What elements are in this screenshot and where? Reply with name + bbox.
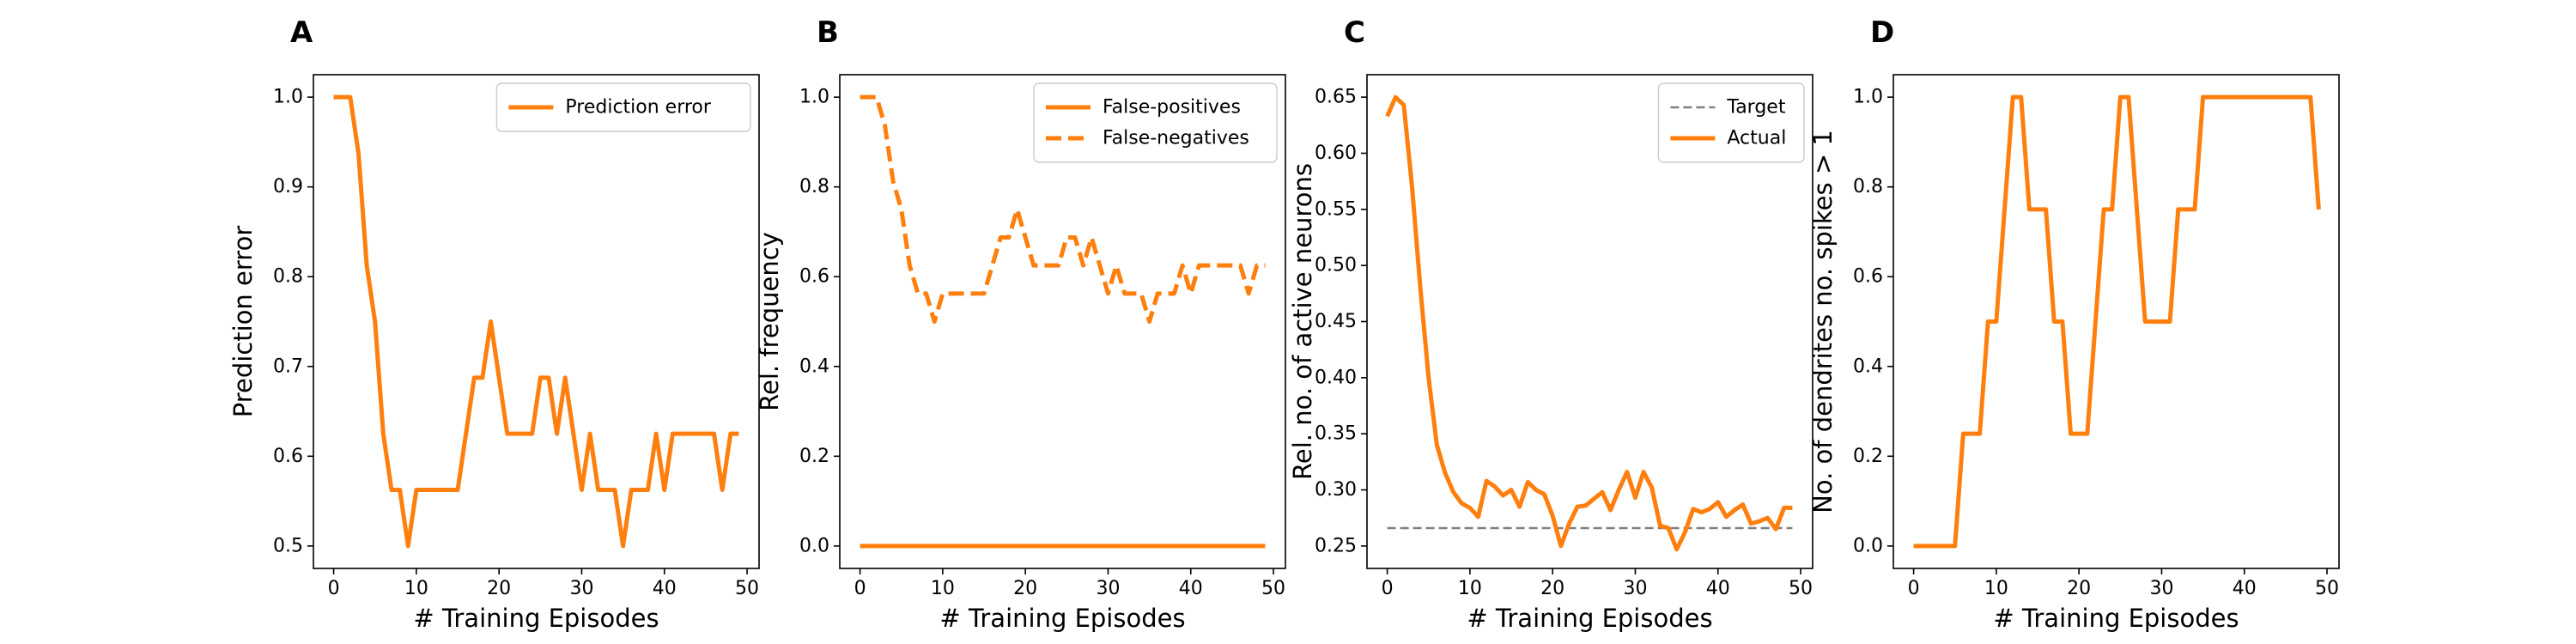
y-tick-label: 0.40 [1315, 367, 1357, 388]
series-line-prediction-error [333, 94, 739, 549]
y-tick-label: 0.35 [1315, 423, 1357, 445]
x-tick-label: 10 [404, 578, 428, 599]
panel-letter: D [1870, 15, 1894, 50]
y-tick-label: 0.4 [799, 355, 829, 377]
y-tick-label: 0.50 [1315, 255, 1357, 276]
series-line-false-negatives [860, 94, 1266, 324]
x-axis-label: # Training Episodes [1993, 604, 2239, 633]
x-tick-label: 10 [931, 578, 955, 599]
legend: Prediction error [495, 82, 751, 132]
y-tick-label: 0.5 [273, 535, 303, 556]
x-tick-label: 20 [1013, 578, 1037, 599]
y-tick-label: 0.60 [1315, 143, 1357, 164]
panel-b: B 0 10 20 30 40 50 0.0 0.2 0.4 0.6 0.8 1.0 # Training… [755, 15, 1286, 633]
x-tick-label: 0 [1382, 578, 1394, 599]
legend-label: Prediction error [565, 97, 711, 118]
y-tick-label: 0.6 [799, 266, 829, 288]
x-tick-label: 50 [735, 578, 759, 599]
y-tick-label: 1.0 [273, 87, 303, 108]
legend: Target Actual [1657, 82, 1805, 163]
x-tick-label: 30 [2149, 578, 2173, 599]
x-tick-label: 20 [1540, 578, 1564, 599]
panel-c: C 0 10 20 30 40 50 0.25 0.30 0.35 0.40 0.45 0.50 0.55… [1288, 15, 1814, 633]
y-axis-label: Prediction error [228, 226, 258, 418]
x-tick-label: 40 [653, 578, 677, 599]
panel-d: D 0 10 20 30 40 50 0.0 0.2 0.4 0.6 0.8 1.0 # Training… [1808, 15, 2340, 633]
x-tick-label: 50 [1261, 578, 1285, 599]
x-axis-label: # Training Episodes [939, 604, 1185, 633]
x-tick-label: 0 [1908, 578, 1920, 599]
y-tick-label: 0.6 [273, 446, 303, 467]
panel-letter: C [1344, 15, 1365, 50]
x-tick-label: 40 [1179, 578, 1203, 599]
y-tick-label: 0.8 [799, 176, 829, 197]
x-tick-label: 30 [569, 578, 593, 599]
y-tick-label: 0.2 [1853, 446, 1883, 467]
panel-a: A 0 10 20 30 40 50 0.5 0.6 0.7 0.8 0.9 1.0 # Training… [228, 15, 760, 633]
x-tick-label: 10 [1984, 578, 2008, 599]
x-tick-label: 30 [1096, 578, 1120, 599]
panel-letter: B [817, 15, 839, 50]
x-tick-label: 0 [854, 578, 866, 599]
x-tick-label: 40 [1706, 578, 1730, 599]
x-axis-label: # Training Episodes [1467, 604, 1712, 633]
y-tick-label: 0.25 [1315, 535, 1357, 556]
x-axis-label: # Training Episodes [413, 604, 659, 633]
legend-label: False-positives [1103, 97, 1241, 118]
series-group [1385, 94, 1793, 552]
x-tick-label: 20 [2067, 578, 2091, 599]
y-tick-label: 0.8 [273, 266, 303, 288]
legend-label: Target [1726, 97, 1785, 118]
y-tick-label: 0.2 [799, 446, 829, 467]
y-tick-label: 0.45 [1315, 311, 1357, 332]
y-tick-label: 0.9 [273, 176, 303, 197]
y-tick-label: 0.0 [1853, 535, 1883, 556]
axes-frame [313, 74, 760, 569]
series-line-actual [1385, 94, 1793, 552]
x-tick-label: 50 [1789, 578, 1813, 599]
y-axis-label: Rel. frequency [755, 232, 784, 411]
y-tick-label: 0.65 [1315, 87, 1357, 108]
series-group [333, 94, 739, 549]
legend-label: Actual [1727, 128, 1786, 149]
y-tick-label: 1.0 [1853, 87, 1883, 108]
y-tick-label: 0.8 [1853, 176, 1883, 197]
legend: False-positives False-negatives [1033, 82, 1278, 163]
y-tick-label: 0.4 [1853, 355, 1883, 377]
panel-letter: A [290, 15, 313, 50]
x-tick-label: 30 [1623, 578, 1647, 599]
x-tick-label: 40 [2233, 578, 2257, 599]
y-axis-label: Rel. no. of active neurons [1288, 163, 1317, 480]
legend-box [495, 82, 751, 132]
y-tick-label: 0.0 [799, 535, 829, 556]
legend-box [1033, 82, 1278, 163]
series-line-main [1913, 94, 2321, 549]
x-tick-label: 10 [1458, 578, 1482, 599]
y-tick-label: 0.55 [1315, 198, 1357, 220]
y-tick-label: 1.0 [799, 87, 829, 108]
axes-frame [839, 74, 1286, 569]
y-axis-label: No. of dendrites no. spikes > 1 [1808, 130, 1838, 513]
legend-box [1657, 82, 1805, 163]
legend-label: False-negatives [1103, 128, 1249, 149]
x-tick-label: 0 [328, 578, 340, 599]
x-tick-label: 50 [2315, 578, 2339, 599]
y-tick-label: 0.30 [1315, 479, 1357, 501]
x-tick-label: 20 [487, 578, 511, 599]
y-tick-label: 0.7 [273, 355, 303, 377]
y-tick-label: 0.6 [1853, 266, 1883, 288]
series-group [860, 94, 1266, 549]
axes-frame [1893, 74, 2340, 569]
series-group [1913, 94, 2321, 549]
